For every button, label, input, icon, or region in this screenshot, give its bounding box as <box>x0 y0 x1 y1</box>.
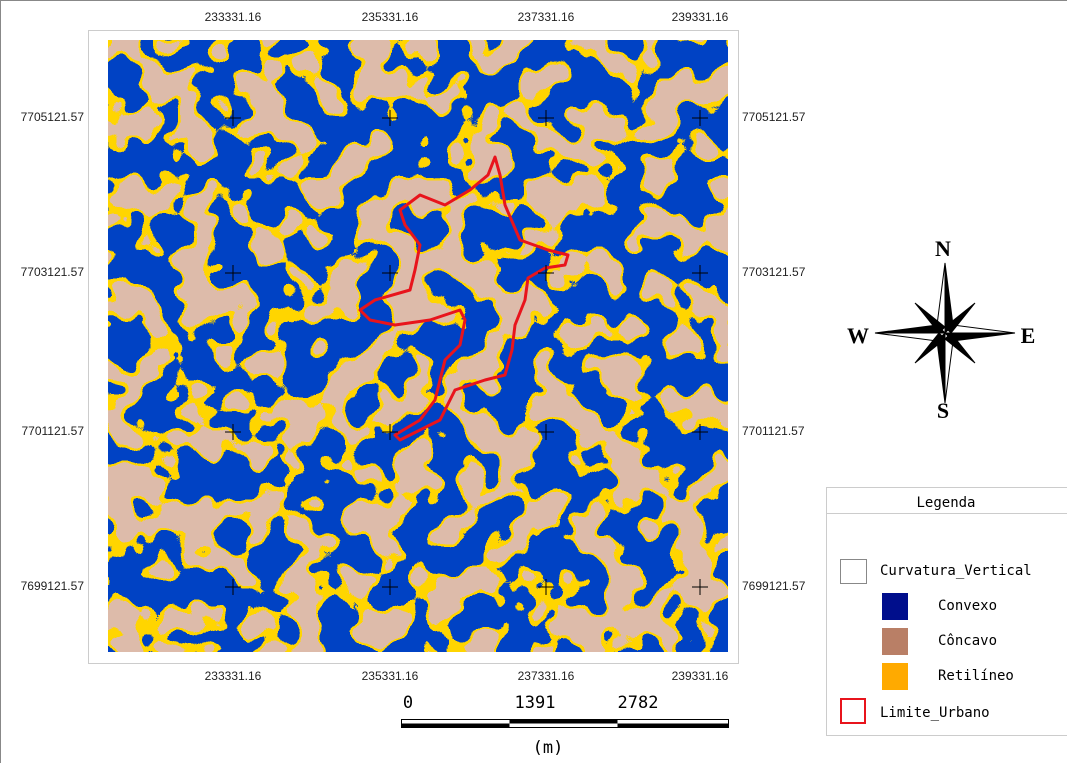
left-coord: 7701121.57 <box>21 424 84 438</box>
legend-label: Côncavo <box>938 633 997 649</box>
left-coord: 7699121.57 <box>21 579 85 593</box>
legend-label: Curvatura_Vertical <box>880 563 1032 579</box>
legend: Legenda Curvatura_Vertical Convexo Cônca… <box>826 488 1067 736</box>
scale-label: 0 <box>403 693 413 713</box>
scale-label: 2782 <box>618 693 659 713</box>
scale-unit: (m) <box>533 738 564 758</box>
right-coord: 7705121.57 <box>742 110 806 124</box>
bottom-coord: 239331.16 <box>672 669 729 683</box>
compass-e: E <box>1021 323 1036 348</box>
compass-n: N <box>935 236 951 261</box>
north-arrow: N S W E <box>847 236 1035 423</box>
bottom-coord: 233331.16 <box>205 669 262 683</box>
bottom-coord: 237331.16 <box>518 669 575 683</box>
curvature-raster <box>108 40 728 652</box>
compass-s: S <box>937 398 949 423</box>
left-coord: 7705121.57 <box>21 110 85 124</box>
right-coord: 7701121.57 <box>742 424 805 438</box>
scale-label: 1391 <box>515 693 556 713</box>
legend-title: Legenda <box>916 495 975 511</box>
scale-bar: 0 1391 2782 (m) <box>402 693 729 758</box>
top-coord: 239331.16 <box>672 10 729 24</box>
legend-label: Retilíneo <box>938 668 1014 684</box>
bottom-coord: 235331.16 <box>362 669 419 683</box>
right-coord: 7703121.57 <box>742 265 806 279</box>
legend-label: Convexo <box>938 598 997 614</box>
left-coord: 7703121.57 <box>21 265 85 279</box>
right-coord: 7699121.57 <box>742 579 806 593</box>
legend-label: Limite_Urbano <box>880 705 990 721</box>
top-coord: 237331.16 <box>518 10 575 24</box>
top-coord: 233331.16 <box>205 10 262 24</box>
compass-w: W <box>847 323 869 348</box>
top-coord: 235331.16 <box>362 10 419 24</box>
